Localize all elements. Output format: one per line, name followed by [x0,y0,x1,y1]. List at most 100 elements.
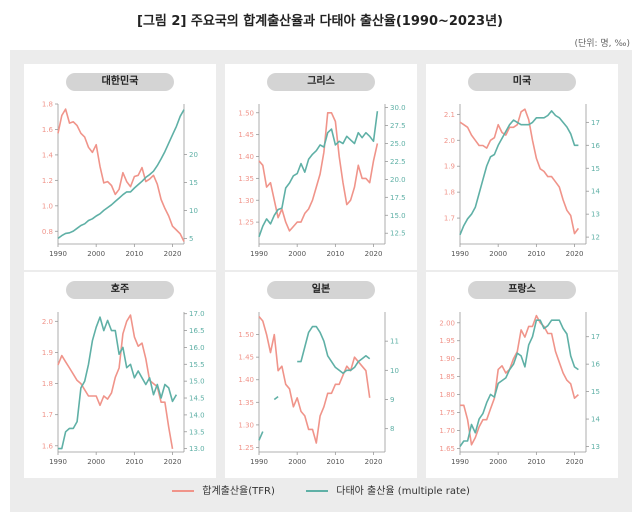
left-tick-label: 1.45 [238,131,254,139]
left-tick-label: 1.35 [238,175,254,183]
legend-swatch-tfr [172,490,195,492]
x-tick-label: 1990 [49,458,67,466]
left-tick-label: 1.30 [238,421,254,429]
right-tick-label: 13 [591,443,600,451]
left-tick-label: 1.65 [439,445,455,453]
chart-korea: 0.8 1.0 1.2 1.4 1.6 1.8 5 10 15 20 1990 2000 2010 202… [42,101,198,259]
chart-card-france: 프랑스 1.65 1.70 1.75 1.80 1.85 1.90 1.95 2.00 13 14… [426,272,618,478]
right-tick-label: 30.0 [390,104,406,112]
left-tick-label: 1.9 [42,349,53,357]
right-tick-label: 10 [189,207,198,215]
chart-card-greece: 그리스 1.25 1.30 1.35 1.40 1.45 1.50 12.5 15.0 17.5… [225,64,417,270]
right-tick-label: 15 [591,165,600,173]
left-tick-label: 1.7 [42,411,53,419]
right-tick-label: 13.5 [189,428,205,436]
chart-australia: 1.6 1.7 1.8 1.9 2.0 13.0 13.5 14.0 14.5 15.0 15.5 1… [42,310,205,466]
left-tick-label: 1.7 [444,215,455,223]
right-tick-label: 8 [390,425,394,433]
tfr-series-line [57,314,174,450]
right-tick-label: 16.0 [189,344,205,352]
left-tick-label: 1.50 [238,331,254,339]
x-tick-label: 1990 [451,250,469,258]
right-tick-label: 16 [591,142,600,150]
tfr-series-line [258,315,371,444]
x-tick-label: 2000 [489,250,507,258]
chart-title-australia: 호주 [66,281,174,299]
left-tick-label: 1.95 [439,337,455,345]
chart-france: 1.65 1.70 1.75 1.80 1.85 1.90 1.95 2.00 13 14 15 16… [439,312,600,466]
right-tick-label: 10 [390,367,399,375]
chart-title-france: 프랑스 [468,281,576,299]
left-tick-label: 1.45 [238,354,254,362]
right-tick-label: 13 [591,211,600,219]
chart-usa: 1.7 1.8 1.9 2.0 2.1 12 13 14 15 16 17 1990 2000 2010 2… [444,104,600,258]
left-tick-label: 1.0 [42,202,53,210]
left-tick-label: 1.50 [238,109,254,117]
right-tick-label: 14.5 [189,395,205,403]
chart-title-usa: 미국 [468,73,576,91]
left-tick-label: 1.90 [439,355,455,363]
left-tick-label: 1.6 [42,126,54,134]
x-tick-label: 1990 [250,458,268,466]
x-tick-label: 2000 [288,250,306,258]
chart-card-korea: 대한민국 0.8 1.0 1.2 1.4 1.6 1.8 5 10 15 20 1990 2000 20… [24,64,216,270]
left-tick-label: 2.0 [42,318,53,326]
x-tick-label: 2010 [527,250,545,258]
x-tick-label: 2010 [125,458,143,466]
x-tick-label: 2020 [365,458,383,466]
left-tick-label: 1.30 [238,197,254,205]
left-tick-label: 0.8 [42,228,53,236]
left-tick-label: 1.80 [439,391,455,399]
left-tick-label: 1.70 [439,427,455,435]
chart-greece: 1.25 1.30 1.35 1.40 1.45 1.50 12.5 15.0 17.5 20.0… [238,104,406,258]
multiple-rate-series-line [58,316,178,450]
left-tick-label: 1.40 [238,376,254,384]
left-tick-label: 1.25 [238,219,254,227]
right-tick-label: 15.0 [390,212,406,220]
x-tick-label: 1990 [451,458,469,466]
right-tick-label: 14 [591,188,600,196]
tfr-series-line [459,108,580,235]
legend-swatch-multiple [306,490,329,492]
right-tick-label: 14 [591,416,600,424]
unit-note: (단위: 명, ‰) [574,39,630,49]
right-tick-label: 27.5 [390,122,406,130]
left-tick-label: 1.4 [42,151,54,159]
right-tick-label: 12 [591,234,600,242]
left-tick-label: 1.8 [42,101,53,109]
right-tick-label: 20 [189,151,198,159]
right-tick-label: 15 [591,388,600,396]
right-tick-label: 22.5 [390,158,406,166]
right-tick-label: 20.0 [390,176,406,184]
legend-item-multiple: 다태아 출산율 (multiple rate) [306,482,470,497]
right-tick-label: 17.0 [189,310,205,318]
multiple-rate-series-line [459,319,579,447]
x-tick-label: 2010 [326,458,344,466]
x-tick-label: 1990 [250,250,268,258]
right-tick-label: 16.5 [189,327,205,335]
x-tick-label: 2020 [566,250,584,258]
x-tick-label: 2000 [87,458,105,466]
left-tick-label: 1.25 [238,444,254,452]
legend: 합계출산율(TFR) 다태아 출산율 (multiple rate) [10,482,632,497]
chart-card-usa: 미국 1.7 1.8 1.9 2.0 2.1 12 13 14 15 16 17 1990 2000 20… [426,64,618,270]
right-tick-label: 17 [591,119,600,127]
legend-label-tfr: 합계출산율(TFR) [202,486,275,497]
x-tick-label: 2010 [326,250,344,258]
right-tick-label: 15.5 [189,361,205,369]
multiple-rate-series-line [57,109,185,240]
left-tick-label: 2.1 [444,111,455,119]
left-tick-label: 1.40 [238,153,254,161]
right-tick-label: 14.0 [189,411,205,419]
figure-title: [그림 2] 주요국의 합계출산율과 다태아 출산율(1990~2023년) [137,14,503,29]
right-tick-label: 25.0 [390,140,406,148]
tfr-series-line [258,112,379,232]
right-tick-label: 11 [390,338,399,346]
tfr-series-line [57,108,185,242]
right-tick-label: 17 [591,333,600,341]
x-tick-label: 2000 [87,250,105,258]
x-tick-label: 2020 [365,250,383,258]
chart-card-japan: 일본 1.25 1.30 1.35 1.40 1.45 1.50 8 9 10 11 1990 200… [225,272,417,478]
left-tick-label: 1.85 [439,373,455,381]
left-tick-label: 1.35 [238,399,254,407]
